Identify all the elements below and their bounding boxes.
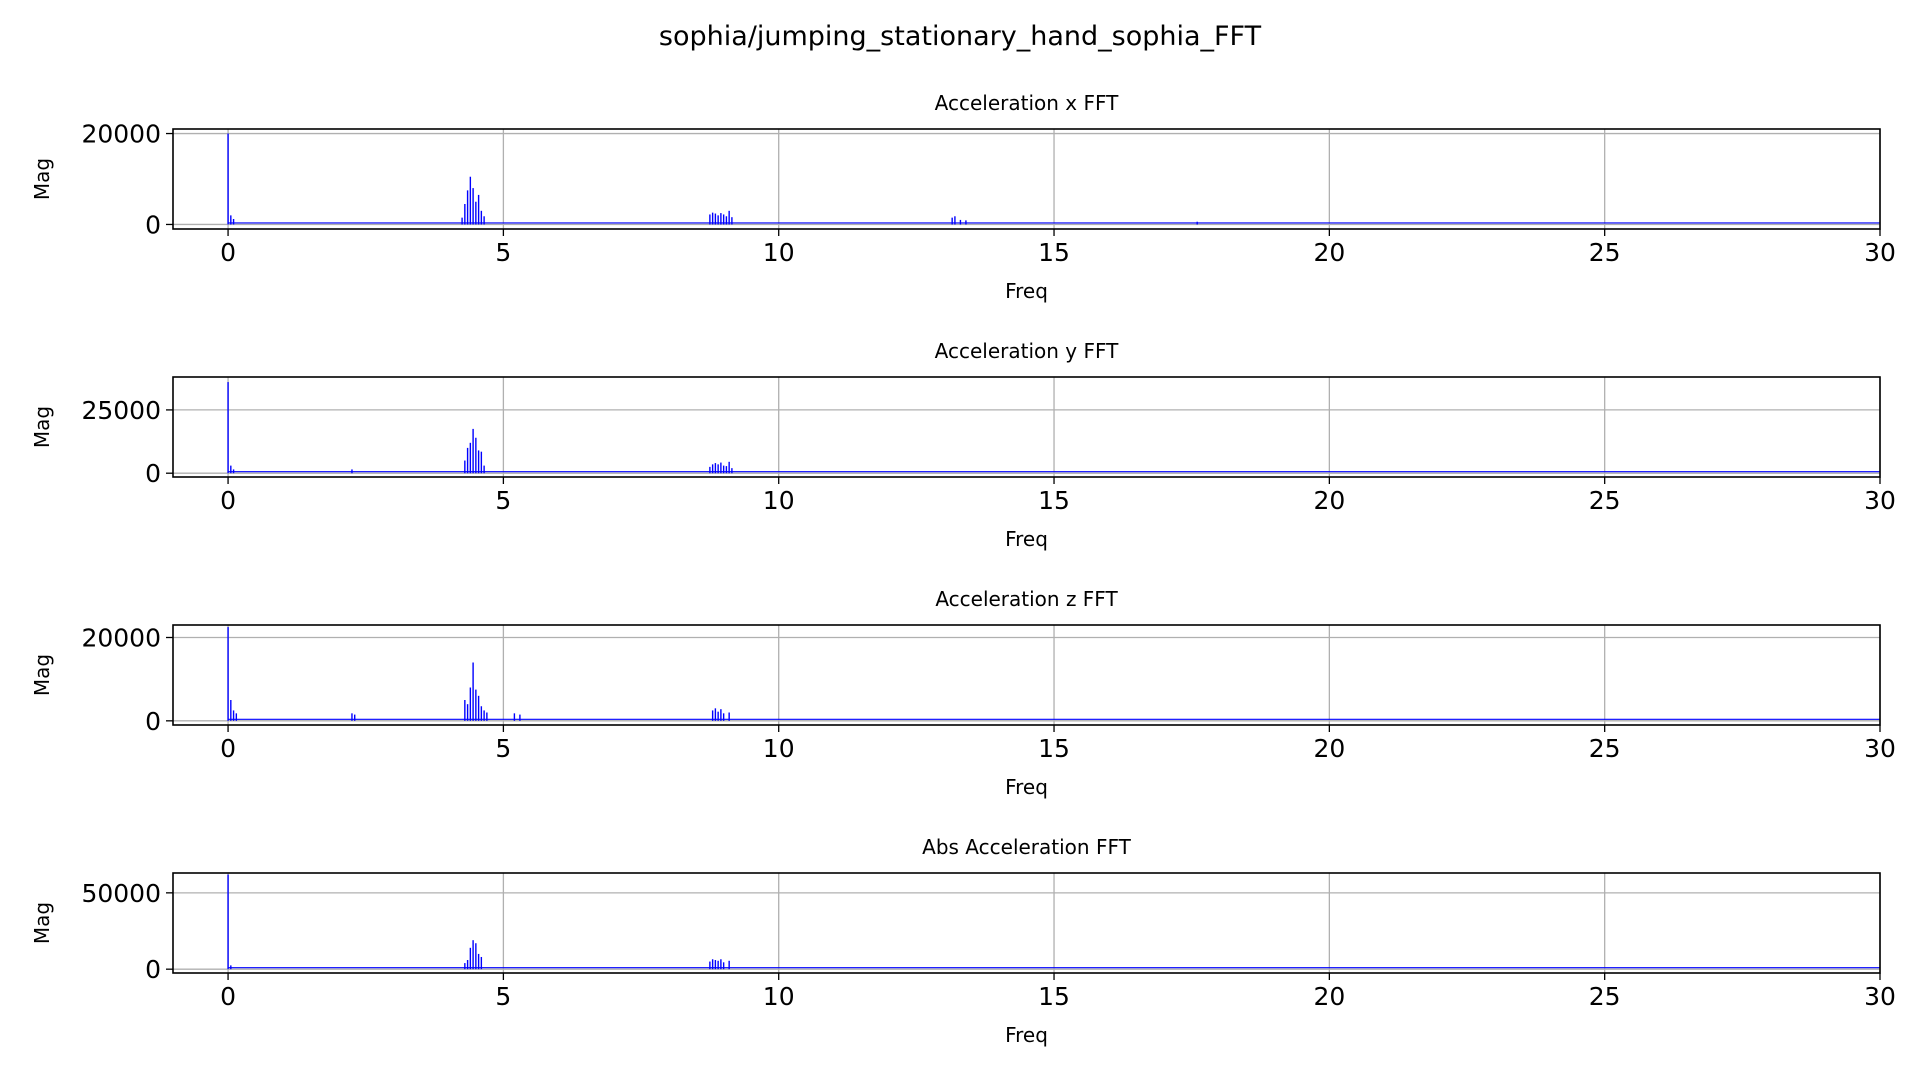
x-tick-label: 0 (220, 734, 236, 763)
subplot-3: Abs Acceleration FFT 0 5 10 15 20 25 30 0 50000 Fr… (30, 835, 1896, 1047)
x-tick-label: 15 (1038, 238, 1070, 267)
x-tick-label: 15 (1038, 982, 1070, 1011)
y-tick-label: 25000 (81, 396, 161, 425)
subplot-1: Acceleration y FFT 0 5 10 15 20 25 30 0 25000 Freq… (30, 339, 1896, 551)
axes-frame (172, 624, 1881, 726)
x-tick-label: 20 (1313, 734, 1345, 763)
x-tick-label: 15 (1038, 486, 1070, 515)
y-tick-label: 0 (145, 459, 161, 488)
x-axis-label: Freq (1005, 279, 1048, 303)
x-tick-label: 30 (1864, 734, 1896, 763)
x-tick-label: 20 (1313, 982, 1345, 1011)
x-tick-label: 10 (763, 238, 795, 267)
x-tick-label: 5 (495, 734, 511, 763)
subplot-2: Acceleration z FFT 0 5 10 15 20 25 30 0 20000 Freq… (30, 587, 1896, 799)
x-tick-label: 25 (1589, 734, 1621, 763)
x-tick-label: 30 (1864, 486, 1896, 515)
y-tick-label: 50000 (81, 879, 161, 908)
axes-frame (172, 376, 1881, 478)
x-tick-label: 15 (1038, 734, 1070, 763)
x-tick-label: 10 (763, 982, 795, 1011)
x-tick-label: 25 (1589, 486, 1621, 515)
figure-title: sophia/jumping_stationary_hand_sophia_FF… (659, 21, 1262, 52)
y-axis-label: Mag (30, 158, 54, 200)
x-tick-label: 5 (495, 238, 511, 267)
x-tick-label: 30 (1864, 982, 1896, 1011)
x-tick-label: 20 (1313, 486, 1345, 515)
axes-frame (172, 128, 1881, 230)
x-tick-label: 0 (220, 486, 236, 515)
y-tick-label: 0 (145, 955, 161, 984)
x-axis-label: Freq (1005, 775, 1048, 799)
x-tick-label: 0 (220, 982, 236, 1011)
y-tick-label: 0 (145, 707, 161, 736)
x-tick-label: 25 (1589, 982, 1621, 1011)
subplot-title: Acceleration x FFT (935, 91, 1119, 115)
subplot-title: Acceleration z FFT (935, 587, 1118, 611)
x-tick-label: 10 (763, 486, 795, 515)
x-tick-label: 25 (1589, 238, 1621, 267)
axes-frame (172, 872, 1881, 974)
x-axis-label: Freq (1005, 527, 1048, 551)
y-axis-label: Mag (30, 902, 54, 944)
subplot-0: Acceleration x FFT 0 5 10 15 20 25 30 0 20000 Freq… (30, 91, 1896, 303)
y-tick-label: 20000 (81, 120, 161, 149)
subplot-title: Acceleration y FFT (935, 339, 1119, 363)
x-tick-label: 0 (220, 238, 236, 267)
x-tick-label: 5 (495, 486, 511, 515)
x-tick-label: 30 (1864, 238, 1896, 267)
y-tick-label: 0 (145, 210, 161, 239)
subplot-title: Abs Acceleration FFT (922, 835, 1131, 859)
y-tick-label: 20000 (81, 624, 161, 653)
x-tick-label: 20 (1313, 238, 1345, 267)
x-tick-label: 5 (495, 982, 511, 1011)
y-axis-label: Mag (30, 406, 54, 448)
x-tick-label: 10 (763, 734, 795, 763)
x-axis-label: Freq (1005, 1023, 1048, 1047)
y-axis-label: Mag (30, 654, 54, 696)
